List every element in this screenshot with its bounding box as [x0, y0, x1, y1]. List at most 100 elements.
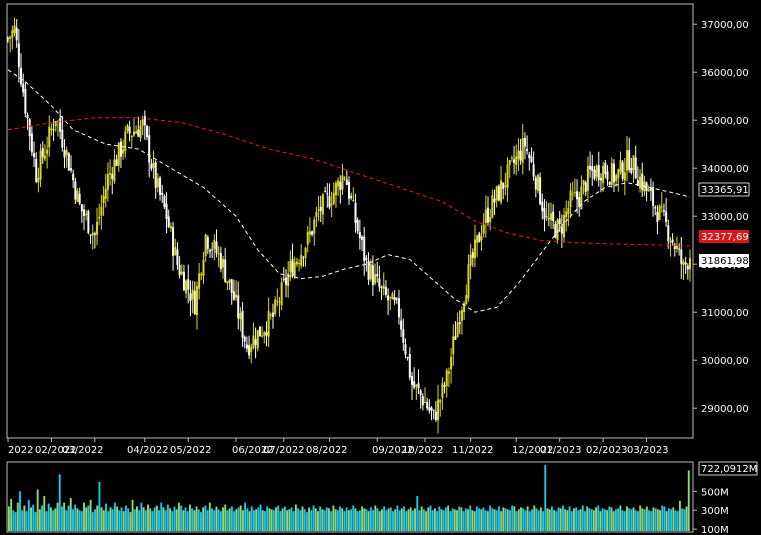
time-tick-label: 10/2022	[402, 445, 444, 456]
volume-bar	[129, 512, 132, 531]
candle-body	[565, 211, 568, 218]
candle-body	[106, 174, 109, 190]
volume-bar	[528, 511, 531, 531]
volume-bar	[581, 505, 584, 531]
candle-body	[406, 357, 409, 359]
candle-body	[232, 291, 235, 300]
volume-bar	[612, 511, 615, 531]
volume-bar	[522, 508, 525, 531]
candle-body	[682, 261, 685, 265]
volume-bar	[91, 512, 94, 531]
candle-body	[573, 192, 576, 194]
volume-bar	[131, 499, 134, 531]
volume-bar	[248, 511, 251, 531]
candle-body	[182, 271, 185, 291]
volume-bar	[665, 511, 668, 531]
candle-body	[46, 149, 49, 154]
volume-bar	[197, 509, 200, 531]
candle-body	[26, 114, 29, 119]
volume-bar	[164, 510, 167, 531]
candle-body	[7, 38, 9, 40]
volume-bar	[49, 507, 52, 531]
candle-body	[660, 206, 663, 208]
candle-body	[119, 141, 122, 157]
candle-body	[465, 295, 468, 305]
volume-bar	[69, 497, 72, 531]
volume-bar	[601, 508, 604, 531]
candle-body	[428, 407, 431, 411]
candle-body	[122, 148, 125, 154]
candle-body	[263, 332, 266, 336]
candle-body	[389, 296, 392, 298]
volume-bar	[489, 505, 492, 531]
volume-bar	[473, 511, 476, 531]
volume-bar	[122, 511, 125, 531]
volume-bar	[19, 491, 21, 531]
candle-body	[410, 376, 413, 385]
candle-body	[497, 185, 500, 201]
candle-body	[454, 336, 457, 340]
volume-bar	[405, 511, 408, 531]
candle-body	[22, 83, 25, 93]
time-tick-label: 06/2022	[232, 445, 274, 456]
candle-body	[467, 264, 470, 299]
candle-body	[376, 274, 379, 277]
volume-bar	[542, 511, 545, 531]
volume-bar	[511, 505, 514, 531]
candle-body	[72, 173, 75, 181]
candle-body	[252, 335, 255, 348]
candle-body	[208, 250, 211, 252]
candle-body	[432, 409, 435, 411]
volume-bar	[352, 505, 355, 531]
volume-bar	[369, 507, 372, 531]
candle-body	[104, 188, 107, 199]
volume-bar	[361, 506, 364, 531]
candle-body	[330, 204, 333, 206]
candle-body	[193, 290, 196, 315]
candle-body	[165, 203, 168, 220]
volume-bar	[237, 507, 240, 531]
candle-body	[678, 248, 681, 250]
volume-bar	[608, 506, 611, 531]
volume-bar	[387, 508, 390, 531]
candle-body	[612, 163, 615, 183]
candle-body	[224, 259, 227, 282]
price-tick-label: 33000,00	[701, 212, 749, 223]
volume-bar	[577, 510, 580, 531]
volume-bar	[239, 505, 242, 531]
volume-bar	[328, 508, 330, 531]
candle-body	[480, 236, 483, 241]
candle-body	[78, 193, 81, 204]
candle-body	[495, 186, 498, 201]
candle-body	[198, 273, 201, 289]
last-price-tag: 31861,98	[699, 254, 749, 267]
candle-body	[641, 173, 644, 191]
volume-bar	[195, 506, 198, 531]
candle-body	[28, 119, 31, 137]
candle-body	[287, 273, 290, 287]
volume-bar	[202, 507, 205, 531]
volume-bar	[411, 510, 414, 531]
candle-body	[402, 329, 405, 343]
volume-bar	[325, 507, 328, 531]
candle-body	[96, 221, 99, 235]
volume-bar	[233, 511, 236, 531]
candle-body	[413, 381, 416, 388]
volume-bar	[378, 511, 381, 531]
volume-bar	[312, 505, 315, 531]
candle-body	[321, 194, 324, 215]
candle-body	[478, 233, 481, 243]
volume-bar	[257, 507, 260, 531]
volume-bar	[151, 511, 154, 531]
candle-body	[617, 169, 620, 179]
volume-bar	[43, 496, 46, 531]
volume-bar	[206, 510, 209, 531]
volume-bar	[531, 509, 533, 531]
volume-bar	[526, 506, 529, 531]
volume-bar	[124, 505, 127, 531]
volume-bar	[162, 507, 165, 531]
candle-body	[100, 206, 103, 216]
candle-body	[139, 125, 142, 139]
volume-bar	[171, 511, 174, 531]
volume-bar	[127, 508, 130, 531]
